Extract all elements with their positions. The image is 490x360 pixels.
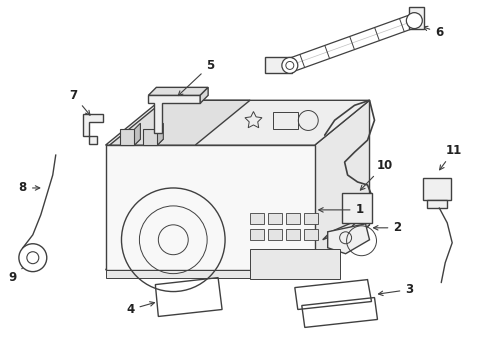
Polygon shape <box>427 200 447 208</box>
Polygon shape <box>83 114 102 144</box>
FancyBboxPatch shape <box>286 213 300 224</box>
Circle shape <box>406 13 422 28</box>
FancyBboxPatch shape <box>250 249 340 279</box>
Text: 3: 3 <box>378 283 414 296</box>
Polygon shape <box>144 139 163 145</box>
Polygon shape <box>148 87 208 95</box>
Polygon shape <box>342 193 371 223</box>
Text: 5: 5 <box>178 59 214 95</box>
FancyBboxPatch shape <box>304 213 318 224</box>
Polygon shape <box>323 220 359 240</box>
Text: 11: 11 <box>440 144 462 170</box>
Polygon shape <box>105 270 315 278</box>
Polygon shape <box>409 7 424 28</box>
Polygon shape <box>200 87 208 103</box>
Polygon shape <box>121 139 141 145</box>
Polygon shape <box>157 123 163 145</box>
Polygon shape <box>423 178 451 200</box>
Text: 7: 7 <box>70 89 90 115</box>
Polygon shape <box>148 95 200 133</box>
Polygon shape <box>328 224 369 254</box>
Polygon shape <box>265 58 292 73</box>
FancyBboxPatch shape <box>250 213 264 224</box>
Polygon shape <box>121 129 134 145</box>
Polygon shape <box>105 225 369 270</box>
Text: 4: 4 <box>126 302 154 316</box>
Text: 2: 2 <box>373 221 401 234</box>
Text: 10: 10 <box>360 158 392 190</box>
Text: 6: 6 <box>423 26 443 39</box>
Text: 8: 8 <box>19 181 40 194</box>
Circle shape <box>282 58 298 73</box>
Polygon shape <box>105 100 369 145</box>
Text: 9: 9 <box>9 261 30 284</box>
Polygon shape <box>315 100 369 270</box>
FancyBboxPatch shape <box>286 229 300 240</box>
Polygon shape <box>134 123 141 145</box>
Circle shape <box>19 244 47 272</box>
FancyBboxPatch shape <box>250 229 264 240</box>
Polygon shape <box>144 129 157 145</box>
FancyBboxPatch shape <box>268 213 282 224</box>
Polygon shape <box>110 100 250 145</box>
FancyBboxPatch shape <box>268 229 282 240</box>
FancyBboxPatch shape <box>304 229 318 240</box>
Text: 1: 1 <box>319 203 364 216</box>
Polygon shape <box>105 145 315 270</box>
